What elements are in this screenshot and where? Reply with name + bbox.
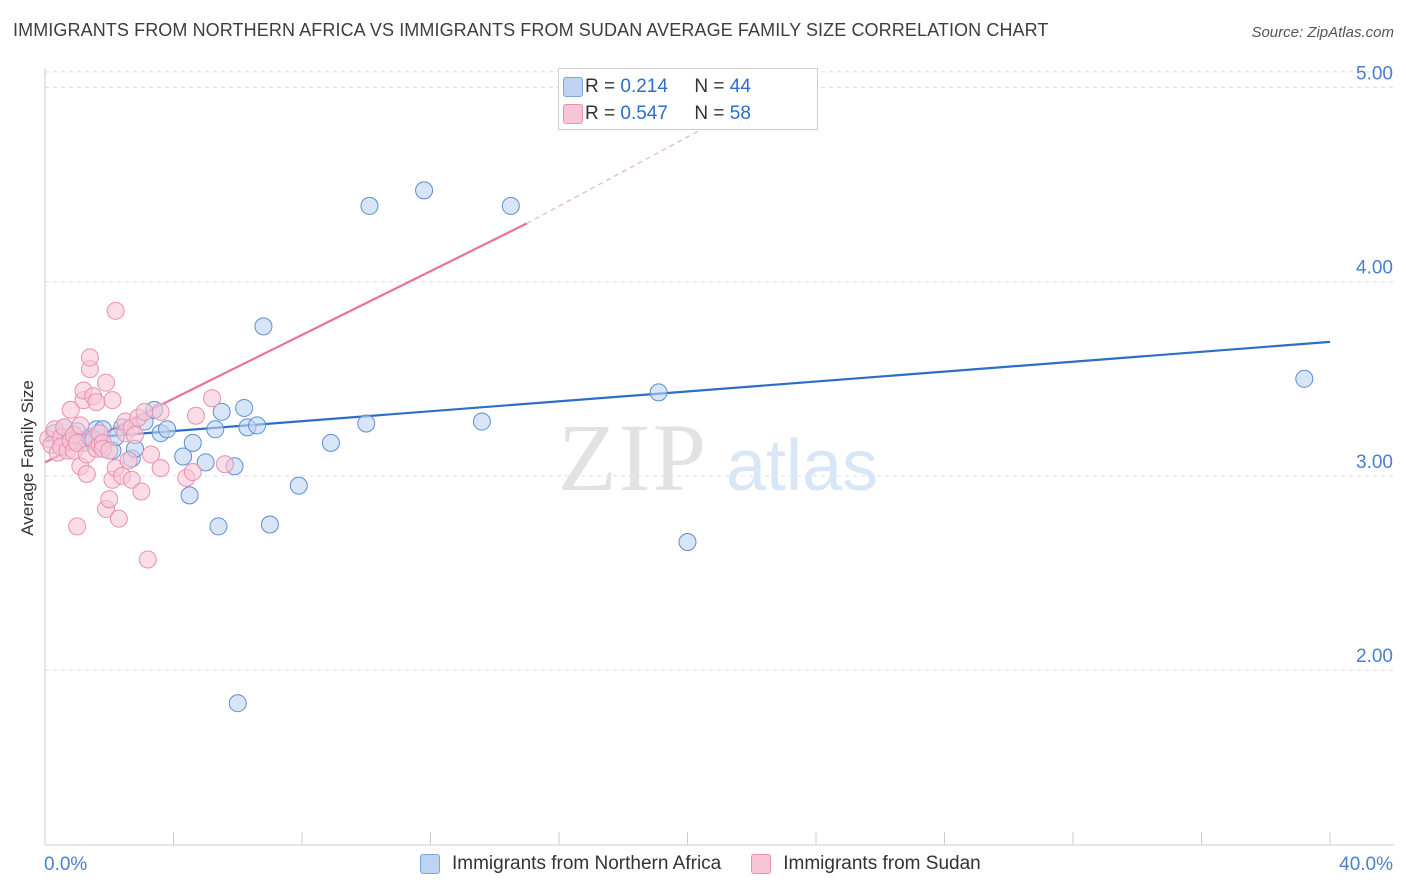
legend: Immigrants from Northern Africa Immigran…	[420, 851, 1011, 877]
data-point-northern-africa	[415, 181, 434, 200]
data-point-sudan	[215, 455, 234, 474]
watermark-zip: ZIP	[558, 404, 708, 511]
data-point-northern-africa	[678, 532, 697, 551]
data-point-sudan	[122, 470, 141, 489]
stats-row-northern-africa: R = 0.214 N = 44	[563, 74, 751, 100]
data-point-sudan	[87, 393, 106, 412]
stats-box: R = 0.214 N = 44 R = 0.547 N = 58	[558, 68, 818, 130]
legend-label: Immigrants from Sudan	[783, 853, 981, 874]
data-point-sudan	[68, 517, 87, 536]
data-point-northern-africa	[501, 196, 520, 215]
legend-item-sudan[interactable]: Immigrants from Sudan	[751, 853, 981, 875]
r-label: R =	[585, 103, 616, 124]
data-point-northern-africa	[360, 196, 379, 215]
x-tick-label-max: 40.0%	[1339, 854, 1393, 875]
data-point-northern-africa	[649, 383, 668, 402]
stats-swatch-pink	[563, 104, 583, 124]
data-point-northern-africa	[260, 515, 279, 534]
data-point-sudan	[106, 301, 125, 320]
data-point-northern-africa	[472, 412, 491, 431]
tick-labels: 2.00 3.00 4.00 5.00 0.0% 40.0%	[44, 63, 1393, 875]
n-value: 58	[729, 103, 751, 124]
data-point-sudan	[138, 550, 157, 569]
r-value: 0.547	[620, 103, 668, 124]
data-point-sudan	[151, 459, 170, 478]
data-point-sudan	[183, 463, 202, 482]
data-point-sudan	[151, 402, 170, 421]
legend-swatch-blue	[420, 854, 440, 874]
y-tick-label: 5.00	[1356, 63, 1393, 84]
stats-row-sudan: R = 0.547 N = 58	[563, 101, 751, 127]
data-point-northern-africa	[321, 433, 340, 452]
data-point-northern-africa	[289, 476, 308, 495]
data-point-sudan	[97, 373, 116, 392]
watermark-atlas: atlas	[726, 426, 878, 506]
axes	[44, 68, 1395, 846]
data-point-northern-africa	[196, 453, 215, 472]
y-axis-label: Average Family Size	[18, 380, 37, 536]
n-label: N =	[694, 76, 725, 97]
r-label: R =	[585, 76, 616, 97]
data-point-northern-africa	[248, 416, 267, 435]
data-point-northern-africa	[235, 398, 254, 417]
data-point-sudan	[119, 451, 138, 470]
data-point-sudan	[203, 389, 222, 408]
n-label: N =	[694, 103, 725, 124]
data-point-northern-africa	[228, 694, 247, 713]
r-value: 0.214	[620, 76, 668, 97]
legend-label: Immigrants from Northern Africa	[452, 853, 722, 874]
data-point-sudan	[103, 391, 122, 410]
data-point-northern-africa	[1295, 369, 1314, 388]
data-point-sudan	[100, 441, 119, 460]
data-point-northern-africa	[212, 402, 231, 421]
y-tick-label: 4.00	[1356, 258, 1393, 279]
data-point-northern-africa	[357, 414, 376, 433]
data-point-sudan	[71, 416, 90, 435]
trend-extension-1	[526, 112, 733, 224]
data-point-sudan	[142, 445, 161, 464]
gridlines	[45, 71, 1395, 671]
y-tick-label: 2.00	[1356, 646, 1393, 667]
data-point-sudan	[186, 406, 205, 425]
x-tick-label-min: 0.0%	[44, 854, 87, 875]
data-point-sudan	[125, 426, 144, 445]
data-point-northern-africa	[254, 317, 273, 336]
data-point-northern-africa	[209, 517, 228, 536]
data-point-sudan	[135, 402, 154, 421]
data-point-sudan	[100, 490, 119, 509]
y-tick-label: 3.00	[1356, 452, 1393, 473]
chart-title: IMMIGRANTS FROM NORTHERN AFRICA VS IMMIG…	[13, 20, 1049, 40]
data-point-northern-africa	[183, 433, 202, 452]
data-point-sudan	[132, 482, 151, 501]
data-point-sudan	[77, 464, 96, 483]
n-value: 44	[729, 76, 751, 97]
watermark: ZIP atlas	[558, 404, 878, 511]
data-point-sudan	[61, 400, 80, 419]
data-point-northern-africa	[174, 447, 193, 466]
source-label: Source: ZipAtlas.com	[1251, 24, 1394, 41]
data-points	[39, 181, 1314, 713]
data-point-northern-africa	[206, 420, 225, 439]
stats-swatch-blue	[563, 77, 583, 97]
legend-swatch-pink	[751, 854, 772, 874]
data-point-sudan	[80, 348, 99, 367]
data-point-northern-africa	[180, 486, 199, 505]
legend-item-northern-africa[interactable]: Immigrants from Northern Africa	[420, 853, 721, 875]
data-point-northern-africa	[158, 420, 177, 439]
data-point-sudan	[109, 509, 128, 528]
